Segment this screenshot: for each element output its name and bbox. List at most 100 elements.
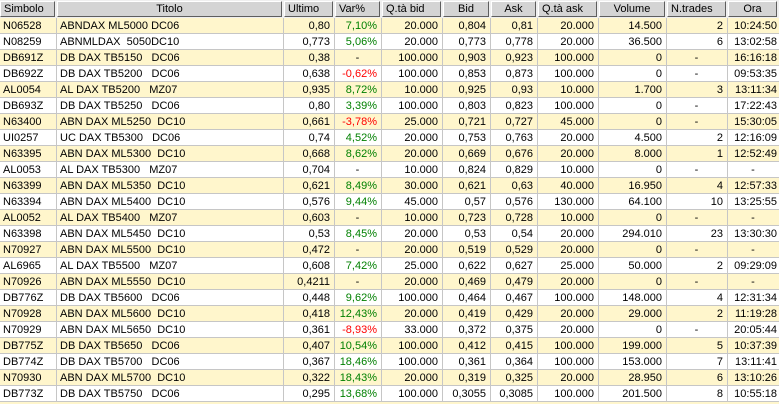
- column-header-ntrades[interactable]: N.trades: [667, 1, 726, 17]
- table-row[interactable]: N63394 ABN DAX ML5400 DC10 0,576 9,44% 45.00…: [0, 194, 779, 210]
- cell-qta_bid: 20.000: [382, 370, 443, 385]
- cell-qta_bid: 25.000: [382, 258, 443, 273]
- cell-titolo: ABN DAX ML5700 DC10: [57, 370, 284, 385]
- cell-qta_bid: 20.000: [382, 18, 443, 33]
- cell-bid: 0,53: [443, 226, 491, 241]
- cell-ora: 10:55:18: [734, 388, 777, 400]
- table-row[interactable]: DB776Z DB DAX TB5600 DC06 0,448 9,62% 100.00…: [0, 290, 779, 306]
- cell-ntrades: 8: [667, 386, 728, 401]
- cell-bid: 0,721: [443, 114, 491, 129]
- cell-ntrades: 23: [667, 226, 728, 241]
- cell-var: 8,45%: [335, 226, 382, 241]
- table-row[interactable]: N70926 ABN DAX ML5550 DC10 0,4211-20.000 0,…: [0, 274, 779, 290]
- cell-ultimo: 0,80: [284, 18, 335, 33]
- cell-volume: 50.000: [599, 258, 667, 273]
- cell-ora: -: [751, 212, 755, 224]
- cell-ask: 0,93: [491, 82, 538, 97]
- cell-ultimo: 0,773: [284, 34, 335, 49]
- table-row[interactable]: AL6965 AL DAX TB5500 MZ07 0,608 7,42% 25.000…: [0, 258, 779, 274]
- table-row[interactable]: N63400 ABN DAX ML5250 DC10 0,661 -3,78% 25.0…: [0, 114, 779, 130]
- cell-volume: 0: [599, 242, 667, 257]
- cell-var: 9,62%: [335, 290, 382, 305]
- column-header-bid[interactable]: Bid: [443, 1, 489, 17]
- column-header-ask[interactable]: Ask: [491, 1, 536, 17]
- cell-volume: 148.000: [599, 290, 667, 305]
- column-header-qta_bid[interactable]: Q.tà bid: [382, 1, 441, 17]
- cell-ask: 0,676: [491, 146, 538, 161]
- cell-ask: 0,778: [491, 34, 538, 49]
- table-row[interactable]: DB774Z DB DAX TB5700 DC06 0,367 18,46% 100.0…: [0, 354, 779, 370]
- table-row[interactable]: N63398 ABN DAX ML5450 DC10 0,53 8,45% 20.000…: [0, 226, 779, 242]
- cell-ntrades: 1: [667, 146, 728, 161]
- cell-titolo: DB DAX TB5600 DC06: [57, 290, 284, 305]
- cell-qta_ask: 10.000: [538, 162, 599, 177]
- column-header-titolo[interactable]: Titolo: [57, 1, 282, 17]
- column-header-volume[interactable]: Volume: [599, 1, 665, 17]
- column-header-simbolo[interactable]: Simbolo: [0, 1, 55, 17]
- cell-qta_bid: 10.000: [382, 210, 443, 225]
- cell-qta_bid: 100.000: [382, 290, 443, 305]
- table-row[interactable]: N70927 ABN DAX ML5500 DC10 0,472-20.000 0,5…: [0, 242, 779, 258]
- cell-var: 8,72%: [335, 82, 382, 97]
- cell-volume: 29.000: [599, 306, 667, 321]
- cell-ask: 0,364: [491, 354, 538, 369]
- cell-qta_ask: 20.000: [538, 18, 599, 33]
- cell-bid: 0,723: [443, 210, 491, 225]
- column-header-var[interactable]: Var%: [335, 1, 380, 17]
- table-row[interactable]: AL0053 AL DAX TB5300 MZ07 0,704-10.000 0,82…: [0, 162, 779, 178]
- cell-ultimo: 0,74: [284, 130, 335, 145]
- cell-qta_bid: 30.000: [382, 178, 443, 193]
- table-row[interactable]: AL0054 AL DAX TB5200 MZ07 0,935 8,72% 10.000…: [0, 82, 779, 98]
- table-row[interactable]: N70929 ABN DAX ML5650 DC10 0,361 -8,93% 33.0…: [0, 322, 779, 338]
- cell-var: 7,42%: [335, 258, 382, 273]
- table-row[interactable]: DB775Z DB DAX TB5650 DC06 0,407 10,54% 100.0…: [0, 338, 779, 354]
- table-row[interactable]: AL0052 AL DAX TB5400 MZ07 0,603-10.000 0,72…: [0, 210, 779, 226]
- cell-titolo: ABN DAX ML5450 DC10: [57, 226, 284, 241]
- cell-ora: 12:52:49: [734, 148, 777, 160]
- cell-bid: 0,57: [443, 194, 491, 209]
- cell-var: 18,43%: [335, 370, 382, 385]
- cell-bid: 0,622: [443, 258, 491, 273]
- cell-ntrades: -: [667, 114, 728, 129]
- table-row[interactable]: N70928 ABN DAX ML5600 DC10 0,418 12,43% 20.0…: [0, 306, 779, 322]
- table-row[interactable]: DB692Z DB DAX TB5200 DC06 0,638 -0,62% 100.0…: [0, 66, 779, 82]
- cell-ask: 0,923: [491, 50, 538, 65]
- cell-ultimo: 0,621: [284, 178, 335, 193]
- table-row[interactable]: N06528 ABNDAX ML5000 DC06 0,80 7,10% 20.000 0…: [0, 18, 779, 34]
- cell-ultimo: 0,608: [284, 258, 335, 273]
- table-row[interactable]: N63395 ABN DAX ML5300 DC10 0,668 8,62% 20.00…: [0, 146, 779, 162]
- cell-volume: 0: [599, 322, 667, 337]
- column-header-qta_ask[interactable]: Q.tà ask: [538, 1, 597, 17]
- column-header-ora[interactable]: Ora: [728, 1, 777, 17]
- table-row[interactable]: UI0257 UC DAX TB5300 DC06 0,74 4,52% 20.000 0…: [0, 130, 779, 146]
- table-row[interactable]: DB773Z DB DAX TB5750 DC06 0,295 13,68% 100.0…: [0, 386, 779, 402]
- cell-simbolo: DB775Z: [0, 338, 57, 353]
- table-row[interactable]: N63399 ABN DAX ML5350 DC10 0,621 8,49% 30.00…: [0, 178, 779, 194]
- cell-bid: 0,519: [443, 242, 491, 257]
- table-row[interactable]: N08259 ABNMLDAX 5050DC10 0,773 5,06% 20.000 0…: [0, 34, 779, 50]
- cell-ask: 0,529: [491, 242, 538, 257]
- cell-ora: 09:53:35: [734, 68, 777, 80]
- cell-simbolo: DB776Z: [0, 290, 57, 305]
- cell-var: -: [335, 210, 382, 225]
- column-header-ultimo[interactable]: Ultimo: [284, 1, 333, 17]
- cell-bid: 0,621: [443, 178, 491, 193]
- cell-volume: 199.000: [599, 338, 667, 353]
- cell-titolo: ABNDAX ML5000 DC06: [57, 18, 284, 33]
- cell-ultimo: 0,638: [284, 66, 335, 81]
- table-row[interactable]: N70930 ABN DAX ML5700 DC10 0,322 18,43% 20.0…: [0, 370, 779, 386]
- cell-ntrades: 3: [667, 82, 728, 97]
- cell-ultimo: 0,935: [284, 82, 335, 97]
- cell-qta_ask: 20.000: [538, 226, 599, 241]
- cell-titolo: ABN DAX ML5250 DC10: [57, 114, 284, 129]
- table-row[interactable]: DB693Z DB DAX TB5250 DC06 0,80 3,39% 100.000…: [0, 98, 779, 114]
- cell-volume: 8.000: [599, 146, 667, 161]
- cell-simbolo: DB773Z: [0, 386, 57, 401]
- cell-var: -: [335, 162, 382, 177]
- table-row[interactable]: DB691Z DB DAX TB5150 DC06 0,38-100.000 0,90…: [0, 50, 779, 66]
- cell-titolo: ABN DAX ML5300 DC10: [57, 146, 284, 161]
- cell-simbolo: N63395: [0, 146, 57, 161]
- cell-var: 13,68%: [335, 386, 382, 401]
- cell-volume: 0: [599, 98, 667, 113]
- cell-qta_ask: 20.000: [538, 146, 599, 161]
